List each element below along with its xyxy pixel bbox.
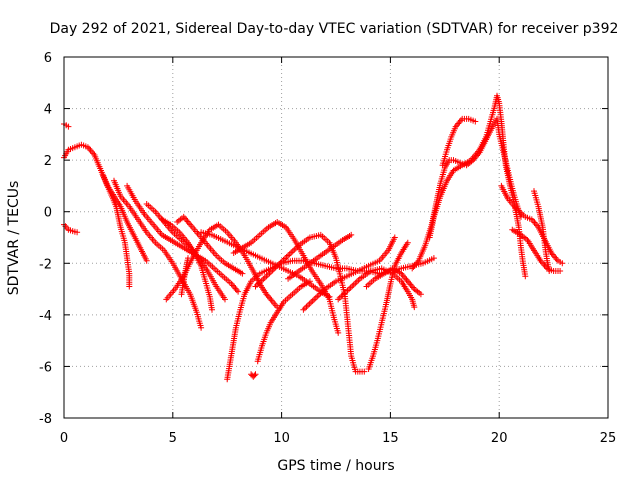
data-point: [65, 123, 72, 130]
data-point: [289, 248, 296, 255]
series-arc-d: [100, 172, 133, 290]
data-point: [312, 294, 319, 301]
data-point: [350, 281, 357, 288]
series-arc-k: [178, 255, 191, 298]
data-point: [391, 234, 398, 241]
y-tick-label: -4: [39, 309, 52, 324]
data-point: [557, 268, 564, 274]
data-point: [288, 249, 295, 256]
x-tick-label: 5: [169, 431, 177, 446]
data-point: [430, 255, 437, 262]
plot-frame: [63, 56, 609, 419]
data-point: [222, 296, 228, 303]
y-tick-label: 2: [44, 154, 52, 169]
series-arc-r: [285, 231, 355, 282]
data-point: [404, 239, 411, 246]
x-tick-label: 20: [491, 431, 508, 446]
y-tick-label: -8: [39, 412, 52, 427]
series-arc-n: [230, 219, 342, 336]
data-point: [311, 296, 318, 303]
data-point: [352, 280, 359, 287]
series-arc-c: [61, 221, 81, 236]
series-arc-e: [111, 177, 205, 331]
data-point: [546, 268, 553, 274]
data-point: [251, 372, 258, 379]
y-tick-label: 4: [44, 103, 52, 118]
data-point: [74, 229, 81, 236]
chart-title: Day 292 of 2021, Sidereal Day-to-day VTE…: [50, 21, 619, 37]
data-point: [411, 304, 418, 311]
data-point: [472, 118, 479, 125]
series-arc-p: [254, 278, 313, 365]
series-arc-x: [439, 115, 479, 169]
data-point: [198, 324, 205, 331]
series-arc-u: [365, 239, 411, 372]
data-point: [417, 291, 424, 298]
y-axis-label: SDTVAR / TECUs: [6, 181, 22, 296]
y-tick-label: -2: [39, 257, 52, 272]
y-tick-label: 6: [44, 51, 52, 66]
data-point: [143, 257, 150, 264]
data-point: [335, 329, 342, 336]
x-tick-label: 25: [600, 431, 617, 446]
data-point: [235, 288, 242, 295]
data-point: [335, 296, 342, 303]
series-arc-m: [224, 255, 437, 383]
x-tick-label: 10: [273, 431, 290, 446]
series-arc-aa: [509, 226, 564, 274]
data-point: [260, 276, 267, 283]
x-tick-label: 0: [60, 431, 68, 446]
y-tick-label: -6: [39, 360, 52, 375]
data-point: [239, 270, 246, 277]
data-point: [348, 231, 355, 238]
series-arc-s: [300, 234, 398, 313]
y-tick-label: 0: [44, 206, 52, 221]
data-point: [559, 260, 566, 267]
series-arc-y: [426, 92, 529, 280]
data-point: [300, 306, 307, 313]
data-point: [522, 273, 529, 280]
data-point: [336, 294, 343, 301]
data-point: [209, 306, 215, 313]
series-arc-ab: [531, 188, 553, 274]
series-arc-o: [248, 371, 259, 380]
series-arc-b: [61, 121, 72, 130]
series-arc-h: [158, 216, 215, 313]
data-point: [185, 255, 191, 262]
x-axis-label: GPS time / hours: [277, 458, 394, 474]
series-arc-j: [174, 213, 246, 277]
data-point: [126, 283, 133, 290]
series-arc-v: [363, 265, 424, 298]
data-point: [306, 278, 313, 285]
x-tick-label: 15: [382, 431, 399, 446]
data-point: [252, 371, 259, 378]
series-arc-z: [498, 182, 566, 267]
data-points: [61, 92, 566, 383]
data-point: [361, 368, 368, 375]
